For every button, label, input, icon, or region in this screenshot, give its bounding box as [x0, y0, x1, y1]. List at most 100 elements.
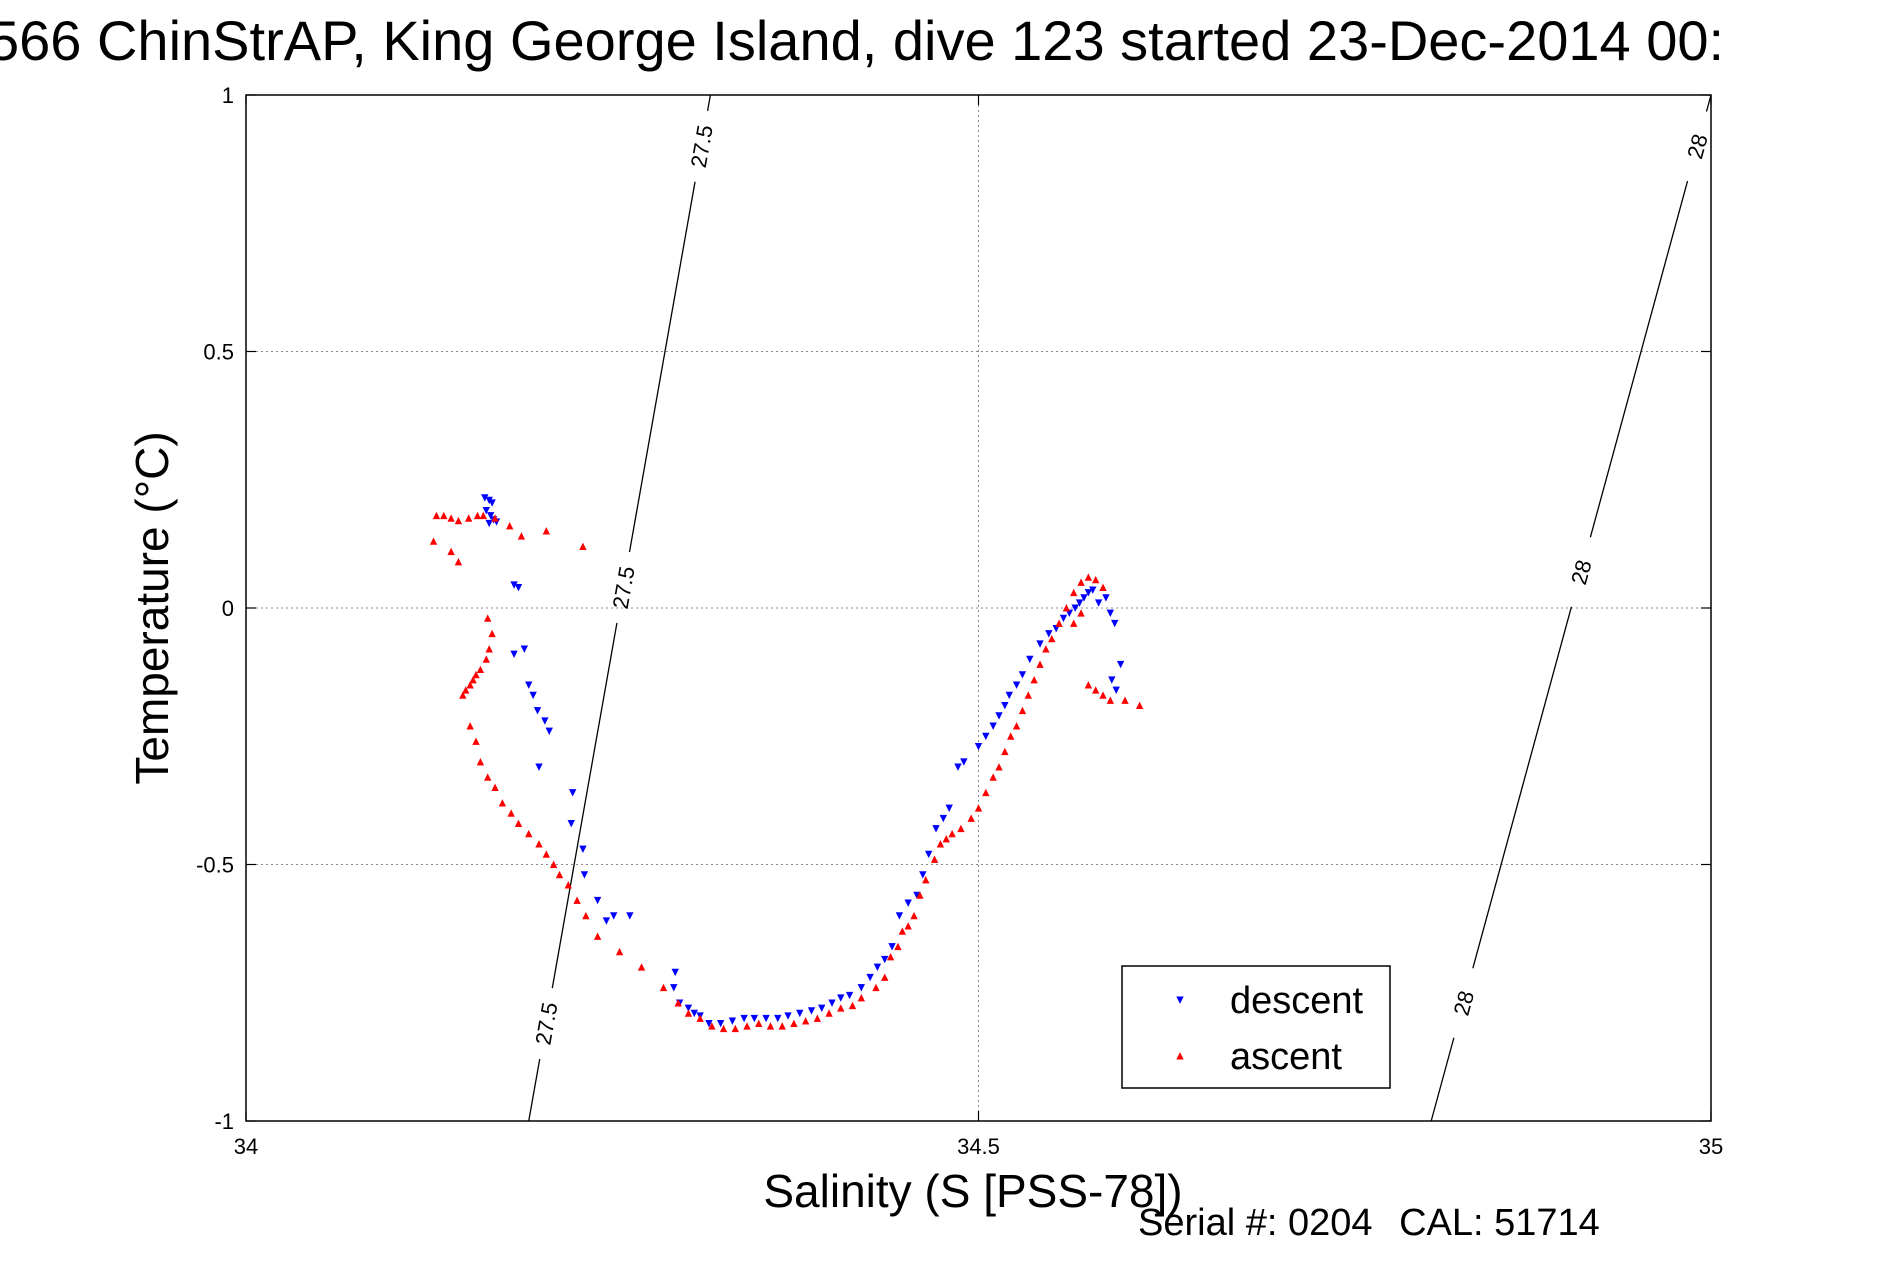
ascent-point	[466, 681, 474, 689]
isopycnal-label: 27.5	[686, 123, 718, 170]
isopycnal-line	[1472, 606, 1573, 969]
ascent-point	[498, 799, 507, 807]
gridlines	[246, 95, 1711, 1121]
y-axis-label: Temperature (°C)	[126, 431, 178, 784]
descent-point	[960, 758, 968, 766]
serial-number: Serial #: 0204	[1138, 1202, 1373, 1244]
descent-point	[1075, 599, 1084, 607]
descent-point	[1094, 599, 1103, 607]
ascent-point	[766, 1022, 775, 1030]
ascent-point	[948, 829, 956, 838]
ascent-point	[1024, 691, 1032, 699]
ascent-point	[637, 963, 646, 971]
ascent-point	[1077, 609, 1085, 617]
ascent-point	[1121, 696, 1129, 704]
ascent-point	[1062, 604, 1071, 612]
ascent-point	[995, 763, 1003, 771]
descent-point	[482, 507, 490, 515]
ascent-point	[1012, 722, 1021, 730]
ascent-point	[535, 840, 543, 848]
descent-point	[837, 994, 845, 1002]
ascent-point	[476, 758, 485, 766]
descent-point	[705, 1020, 713, 1028]
ascent-point	[573, 896, 581, 904]
ascent-point	[886, 952, 895, 961]
legend: descent ascent	[1121, 965, 1391, 1089]
descent-point	[989, 722, 997, 730]
descent-point	[602, 917, 611, 925]
ascent-point	[593, 932, 602, 940]
isopycnal-line	[1430, 1037, 1455, 1122]
ascent-point	[542, 850, 551, 858]
ascent-point	[708, 1022, 716, 1030]
isopycnal-line	[528, 1058, 541, 1122]
ascent-point	[942, 834, 950, 843]
descent-point	[1065, 609, 1074, 618]
ascent-point	[982, 788, 990, 797]
ascent-point	[564, 881, 572, 889]
ascent-point	[525, 829, 533, 838]
ascent-point	[881, 973, 889, 981]
ascent-point	[432, 511, 441, 520]
ascent-point	[904, 922, 912, 930]
descent-point	[974, 743, 983, 751]
descent-point	[919, 871, 927, 879]
ascent-point	[922, 876, 930, 884]
ascent-point	[872, 983, 880, 992]
ascent-point	[696, 1014, 704, 1022]
ascent-point	[447, 514, 455, 522]
descent-point	[485, 519, 493, 528]
descent-point	[690, 1009, 698, 1018]
y-tick-label: -1	[214, 1109, 234, 1134]
ascent-point	[910, 911, 918, 920]
descent-point	[1112, 686, 1120, 694]
descent-point	[784, 1012, 792, 1020]
descent-point	[488, 499, 496, 507]
ascent-point	[936, 840, 945, 848]
descent-point	[486, 512, 495, 520]
ascent-point	[1099, 691, 1107, 699]
ascent-point	[555, 870, 564, 879]
ascent-point	[659, 983, 668, 992]
ascent-point	[813, 1014, 822, 1022]
calibration: CAL: 51714	[1399, 1202, 1600, 1244]
x-axis-label: Salinity (S [PSS-78])	[763, 1165, 1182, 1217]
descent-point	[904, 899, 912, 907]
descent-point	[762, 1014, 770, 1023]
x-tick-label: 34.5	[957, 1134, 1000, 1159]
ascent-point	[1001, 747, 1009, 756]
descent-point	[670, 984, 678, 992]
descent-point	[1108, 676, 1116, 684]
descent-point	[1059, 614, 1068, 623]
legend-label-descent: descent	[1230, 980, 1364, 1022]
descent-point	[895, 912, 904, 920]
descent-point	[529, 691, 537, 700]
ascent-point	[1135, 701, 1144, 709]
descent-point	[567, 819, 575, 828]
descent-point	[545, 727, 553, 735]
ascent-point	[1077, 578, 1085, 586]
descent-point	[716, 1020, 725, 1028]
ascent-point	[488, 629, 496, 638]
isopycnal-line	[628, 181, 696, 553]
isopycnal-line	[1705, 94, 1712, 112]
descent-point	[925, 850, 933, 859]
descent-point	[939, 814, 948, 823]
ascent-point	[542, 527, 551, 535]
descent-point	[579, 845, 587, 853]
descent-point	[888, 943, 896, 951]
ascent-point	[674, 999, 682, 1007]
descent-point	[954, 763, 962, 771]
isopycnal-label: 27.5	[530, 1000, 562, 1047]
descent-point	[1018, 671, 1027, 679]
descent-point	[945, 804, 953, 812]
descent-point	[520, 645, 529, 653]
descent-point	[626, 912, 634, 920]
ascent-point	[825, 1009, 833, 1017]
descent-point	[995, 712, 1003, 720]
ascent-point	[790, 1019, 798, 1028]
ascent-point	[469, 675, 477, 684]
descent-point	[828, 999, 836, 1007]
descent-point	[881, 955, 889, 964]
